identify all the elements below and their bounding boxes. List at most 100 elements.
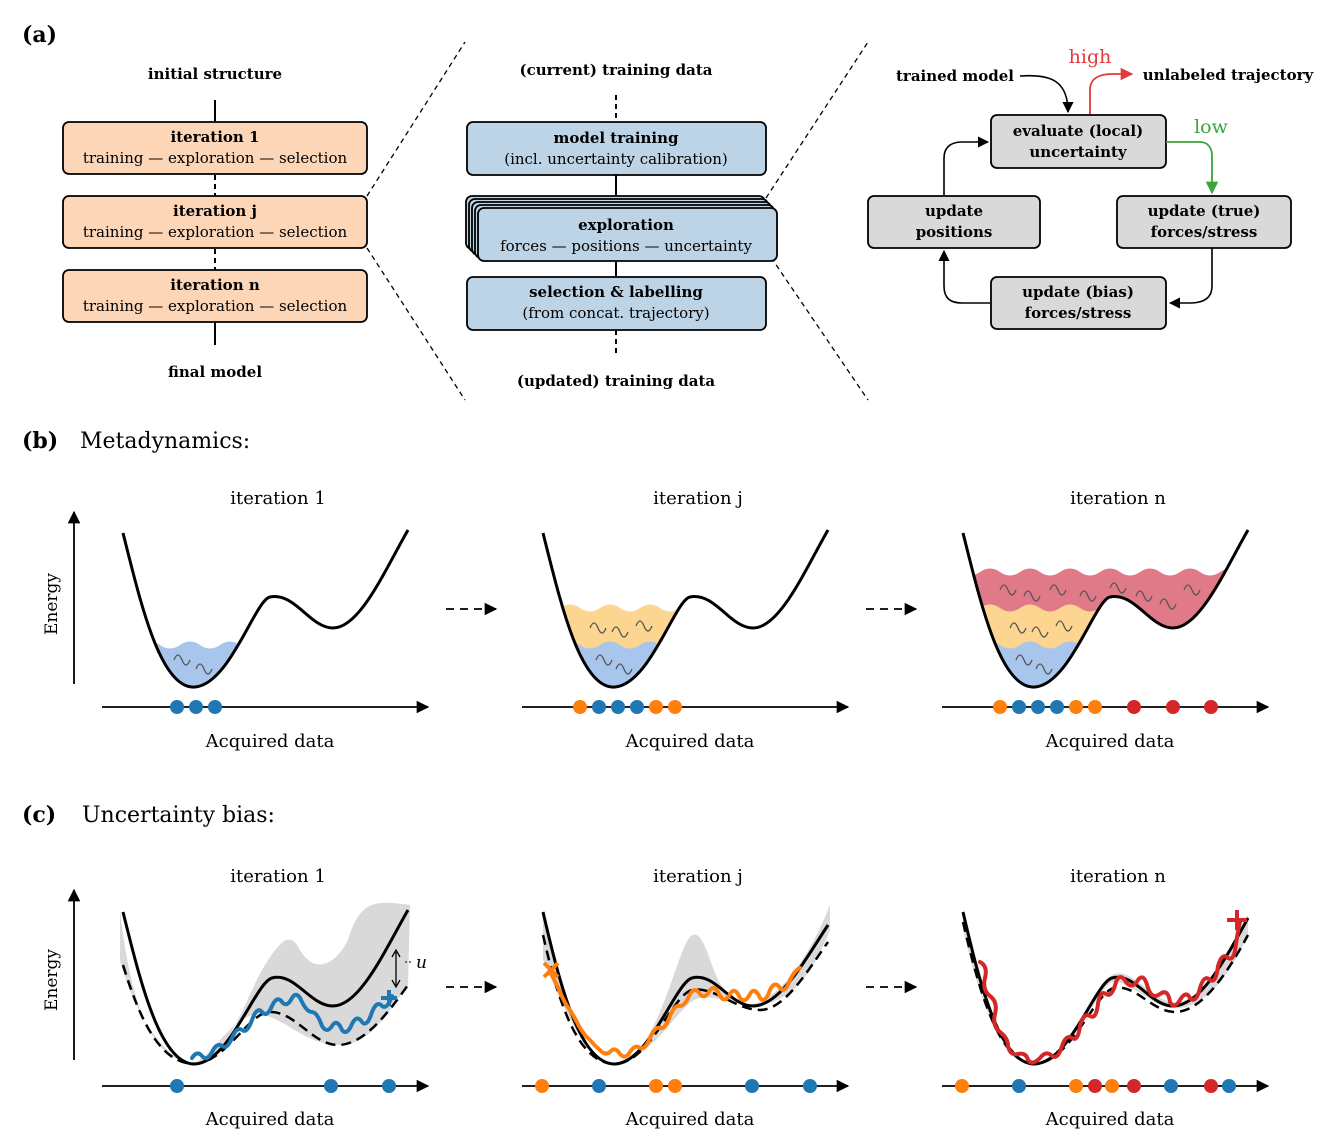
update-positions-box: update positions [867, 195, 1041, 249]
x-axis-label: Acquired data [1045, 1109, 1175, 1130]
biased-energy-curve [121, 964, 410, 1066]
orange-data-point [668, 1079, 682, 1093]
blue-data-point [1222, 1079, 1236, 1093]
cross-marker [542, 961, 560, 979]
orange-data-point [1105, 1079, 1119, 1093]
evaluate-uncertainty-box: evaluate (local) uncertainty [990, 114, 1167, 169]
iteration-n-box: iteration n training — exploration — sel… [62, 269, 368, 323]
wave-glyph [1135, 590, 1153, 602]
box-subtitle: forces — positions — uncertainty [500, 237, 752, 255]
blue-data-point [745, 1079, 759, 1093]
box-subtitle: training — exploration — selection [83, 223, 348, 241]
panel-c-label: (c) [22, 802, 56, 828]
c2-dots [535, 1079, 817, 1093]
box-title: selection & labelling [529, 283, 703, 301]
wave-glyph [1159, 598, 1177, 610]
c-plot-3: iteration n Acquired data [942, 866, 1270, 1130]
u-label: u [416, 953, 427, 973]
box-title: iteration n [170, 276, 260, 294]
selection-labelling-box: selection & labelling (from concat. traj… [466, 276, 767, 331]
update-bias-forces-box: update (bias) forces/stress [990, 276, 1167, 330]
energy-curve [541, 529, 830, 689]
blue-data-point [1050, 700, 1064, 714]
orange-data-point [1088, 700, 1102, 714]
red-data-point [1127, 1079, 1141, 1093]
c-plot-1: iteration 1 Energy Acquired data u [42, 866, 430, 1130]
x-axis-label: Acquired data [625, 1109, 755, 1130]
true-energy-curve [541, 911, 830, 1066]
box-subtitle: training — exploration — selection [83, 149, 348, 167]
c-iteration-title: iteration j [653, 866, 743, 887]
blue-data-point [1012, 700, 1026, 714]
box-title: iteration j [173, 202, 257, 220]
wave-glyph [635, 620, 653, 632]
panel-a-label: (a) [22, 22, 57, 48]
high-label: high [1069, 46, 1112, 68]
trained-model-arrow [1019, 74, 1074, 114]
u-bracket-arrow-top [391, 948, 401, 958]
panel-c-title: Uncertainty bias: [82, 803, 275, 828]
low-arrow [1166, 141, 1219, 195]
initial-structure-label: initial structure [148, 65, 282, 83]
wave-glyph [611, 626, 629, 638]
blue-data-point [170, 1079, 184, 1093]
blue-data-point [189, 700, 203, 714]
b-plot-3: iteration n Acquired data [942, 488, 1270, 752]
uncertainty-band [543, 905, 830, 1064]
plus-marker [381, 990, 397, 1006]
box-title: iteration 1 [171, 128, 260, 146]
current-training-data-label: (current) training data [520, 61, 713, 79]
orange-trajectory [548, 966, 802, 1059]
blue-data-point [324, 1079, 338, 1093]
blue-data-point [630, 700, 644, 714]
wave-glyph [1031, 626, 1049, 638]
x-axis-label: Acquired data [205, 731, 335, 752]
b1-dots [170, 700, 222, 714]
wave-glyph [595, 654, 613, 666]
orange-data-point [993, 700, 1007, 714]
box-line: forces/stress [1151, 223, 1258, 241]
updated-training-data-label: (updated) training data [517, 372, 716, 390]
high-arrow [1089, 67, 1134, 114]
wave-glyph [173, 654, 191, 666]
wave-glyph [615, 663, 633, 675]
box-line: update (bias) [1022, 283, 1134, 301]
x-axis-label: Acquired data [625, 731, 755, 752]
red-data-point [1088, 1079, 1102, 1093]
wave-glyph [1023, 590, 1041, 602]
b-iteration-title: iteration n [1070, 488, 1166, 509]
red-data-point [1127, 700, 1141, 714]
exploration-box-stack: exploration forces — positions — uncerta… [465, 195, 778, 262]
c3-dots [955, 1079, 1236, 1093]
box-line: forces/stress [1025, 304, 1132, 322]
wave-glyph [999, 584, 1017, 596]
red-trajectory [978, 920, 1242, 1065]
low-label: low [1194, 116, 1229, 138]
trained-model-label: trained model [896, 67, 1014, 85]
c-iteration-title: iteration 1 [230, 866, 326, 887]
blue-data-point [611, 700, 625, 714]
box-title: model training [553, 129, 679, 147]
orange-data-point [649, 700, 663, 714]
box-subtitle: training — exploration — selection [83, 297, 348, 315]
iteration-1-box: iteration 1 training — exploration — sel… [62, 121, 368, 175]
c-plot-2: iteration j Acquired data [522, 866, 850, 1130]
blue-data-point [382, 1079, 396, 1093]
blue-data-point [208, 700, 222, 714]
uncertainty-band [963, 910, 1248, 1064]
orange-data-point [649, 1079, 663, 1093]
orange-data-point [1069, 1079, 1083, 1093]
update-true-forces-box: update (true) forces/stress [1116, 195, 1292, 249]
x-axis-label: Acquired data [205, 1109, 335, 1130]
box-line: positions [916, 223, 993, 241]
evaluate-arrow [943, 136, 990, 195]
orange-data-point [668, 700, 682, 714]
blue-data-point [592, 700, 606, 714]
x-axis-label: Acquired data [1045, 731, 1175, 752]
wave-glyph [1015, 654, 1033, 666]
plus-marker [1227, 910, 1247, 930]
true-energy-curve [121, 909, 410, 1066]
wave-glyph [1109, 582, 1127, 594]
positions-arrow [938, 249, 990, 304]
